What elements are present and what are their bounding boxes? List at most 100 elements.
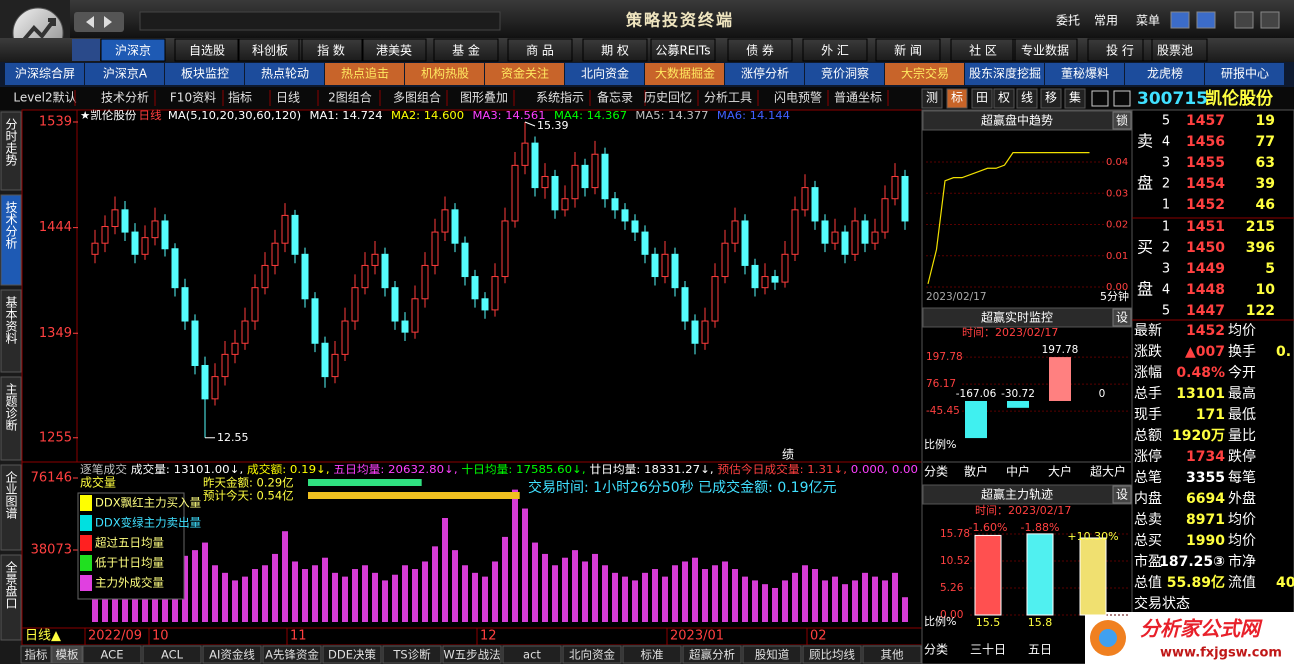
price: 1451 [1186, 219, 1225, 235]
bottom-tab[interactable] [382, 645, 442, 664]
menu-item[interactable]: 菜单 [1136, 14, 1160, 28]
window-button[interactable] [1170, 11, 1190, 29]
bottom-tab-label: act [523, 648, 541, 662]
tool-button[interactable]: 指标 [228, 90, 252, 105]
tool-icon[interactable] [1113, 90, 1131, 107]
nav-tab[interactable] [100, 38, 166, 62]
nav-tab[interactable] [174, 38, 240, 62]
nav-tab[interactable] [802, 38, 868, 62]
nav-tab[interactable] [875, 38, 941, 62]
tool-icon[interactable] [921, 88, 943, 109]
bottom-tab[interactable] [862, 645, 922, 664]
sub-tab[interactable] [405, 63, 484, 85]
side-tab[interactable] [0, 554, 22, 641]
window-button[interactable] [1234, 11, 1254, 29]
side-tab[interactable] [0, 464, 22, 551]
bottom-tab[interactable] [682, 645, 742, 664]
bottom-tab[interactable] [622, 645, 682, 664]
window-button[interactable] [1196, 11, 1216, 29]
sub-tab[interactable] [325, 63, 404, 85]
sub-tab[interactable] [1045, 63, 1124, 85]
bottom-tab[interactable] [322, 645, 382, 664]
tool-icon[interactable] [993, 88, 1015, 109]
tool-button[interactable]: 图形叠加 [460, 91, 508, 105]
tool-button[interactable]: 日线 [276, 91, 300, 105]
nav-tab[interactable] [433, 38, 499, 62]
volume-bar [792, 572, 798, 622]
watermark-icon-core [1099, 629, 1117, 647]
menu-item[interactable]: 委托 [1056, 14, 1080, 28]
bottom-tab[interactable] [20, 645, 52, 664]
search-box[interactable] [139, 11, 501, 31]
side-tab[interactable] [0, 376, 22, 461]
nav-tab[interactable] [950, 38, 1016, 62]
side-tab[interactable] [0, 111, 22, 191]
nav-tab[interactable] [1142, 38, 1208, 62]
sub-tab[interactable] [165, 63, 244, 85]
bottom-tab[interactable] [742, 645, 802, 664]
volume-bar [582, 561, 588, 622]
tool-button[interactable]: 多图组合 [393, 90, 441, 105]
volume-bar [682, 561, 688, 622]
sub-tab[interactable] [725, 63, 804, 85]
bottom-tab[interactable] [562, 645, 622, 664]
bottom-tab[interactable] [802, 645, 862, 664]
tool-button[interactable]: Level2默认 [13, 90, 76, 105]
tool-button[interactable]: 系统指示 [536, 90, 584, 105]
tool-button[interactable]: F10资料 [170, 91, 216, 105]
nav-tab[interactable] [582, 38, 648, 62]
sub-tab[interactable] [485, 63, 564, 85]
sub-tab-label: 机构热股 [421, 66, 469, 81]
nav-tab[interactable] [1012, 38, 1078, 62]
tool-icon[interactable] [1016, 88, 1038, 109]
sub-tab[interactable] [85, 63, 164, 85]
bottom-tab[interactable] [51, 645, 83, 664]
tool-button[interactable]: 技术分析 [101, 91, 149, 105]
nav-tab[interactable] [361, 38, 427, 62]
menu-item[interactable]: 常用 [1094, 14, 1118, 28]
tool-icon[interactable] [946, 88, 968, 109]
tool-button[interactable]: 闪电预警 [774, 90, 822, 105]
panel-button[interactable] [1112, 485, 1132, 504]
nav-tab[interactable] [1087, 38, 1153, 62]
tool-button[interactable]: 备忘录 [597, 90, 633, 105]
sub-tab[interactable] [885, 63, 964, 85]
nav-tab-label: 新 闻 [894, 43, 922, 58]
nav-tab[interactable] [507, 38, 573, 62]
tool-button[interactable]: 历史回忆 [644, 91, 692, 105]
bottom-tab[interactable] [202, 645, 262, 664]
nav-back[interactable] [74, 12, 124, 32]
sub-tab[interactable] [565, 63, 644, 85]
home-tab[interactable] [72, 39, 100, 61]
window-button[interactable] [1260, 11, 1280, 29]
tool-icon[interactable] [1064, 88, 1086, 109]
tool-icon[interactable] [1091, 90, 1109, 107]
sub-tab[interactable] [965, 63, 1044, 85]
sub-tab[interactable] [645, 63, 724, 85]
sub-tab[interactable] [5, 63, 84, 85]
sub-tab[interactable] [1125, 63, 1204, 85]
side-tab[interactable] [0, 289, 22, 373]
bottom-tab[interactable] [502, 645, 562, 664]
sub-tab[interactable] [805, 63, 884, 85]
sub-tab[interactable] [1205, 63, 1284, 85]
side-tab[interactable] [0, 194, 22, 286]
nav-tab[interactable] [650, 38, 716, 62]
bottom-tab[interactable] [142, 645, 202, 664]
panel-button[interactable] [1112, 308, 1132, 327]
panel-button[interactable] [1112, 111, 1132, 130]
bottom-tab[interactable] [262, 645, 322, 664]
bottom-tab[interactable] [82, 645, 142, 664]
nav-tab[interactable] [298, 38, 364, 62]
tool-icon[interactable] [971, 88, 993, 109]
tool-button[interactable]: 普通坐标 [834, 91, 882, 105]
volume-bar [292, 561, 298, 622]
sub-tab[interactable] [245, 63, 324, 85]
bottom-tab[interactable] [442, 645, 502, 664]
tool-icon[interactable] [1040, 88, 1062, 109]
tool-button[interactable]: 2图组合 [328, 90, 372, 105]
tool-button[interactable]: 分析工具 [704, 91, 752, 105]
y-tick-label: -45.45 [926, 405, 960, 417]
nav-tab[interactable] [727, 38, 793, 62]
nav-tab[interactable] [237, 38, 303, 62]
